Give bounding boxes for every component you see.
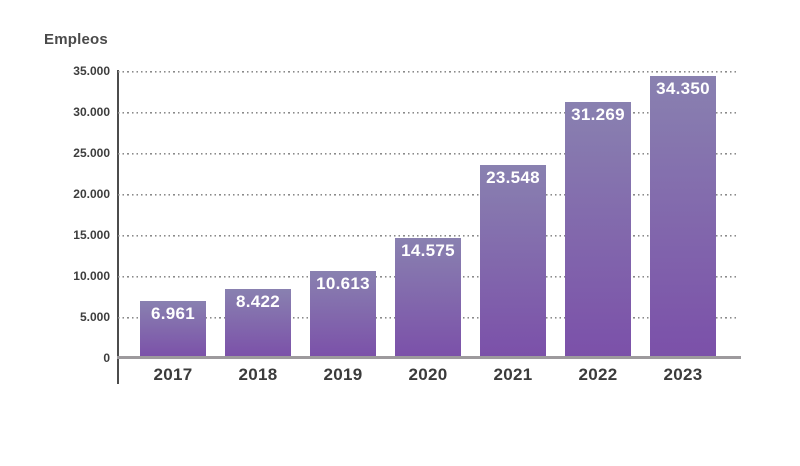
bar-value-label: 31.269 — [571, 105, 625, 124]
y-axis-tick-label: 10.000 — [73, 269, 110, 283]
x-axis-category-label: 2023 — [663, 365, 703, 384]
gridline — [118, 112, 738, 114]
bar-2021: 23.548 — [480, 165, 546, 358]
bar-2018: 8.422 — [225, 289, 291, 358]
y-axis-tick-label: 15.000 — [73, 228, 110, 242]
x-axis-category-label: 2021 — [493, 365, 533, 384]
y-axis-tick-label: 30.000 — [73, 105, 110, 119]
bar-value-label: 10.613 — [316, 274, 370, 293]
gridline — [118, 235, 738, 237]
bar-2019: 10.613 — [310, 271, 376, 358]
bar-value-label: 8.422 — [235, 292, 281, 311]
bar-2022: 31.269 — [565, 102, 631, 358]
bar-value-label: 6.961 — [150, 304, 196, 323]
gridline — [118, 71, 738, 73]
y-axis-tick-label: 35.000 — [73, 64, 110, 78]
bar-2023: 34.350 — [650, 76, 716, 358]
y-axis-tick-label: 5.000 — [79, 310, 110, 324]
bar-value-label: 34.350 — [656, 79, 710, 98]
bar-value-label: 14.575 — [401, 241, 455, 260]
bar-2017: 6.961 — [140, 301, 206, 358]
x-axis-category-label: 2020 — [408, 365, 448, 384]
bar-value-label: 23.548 — [486, 168, 540, 187]
x-axis-category-label: 2022 — [578, 365, 618, 384]
gridline — [118, 153, 738, 155]
gridline — [118, 194, 738, 196]
plot-area: 6.961 8.422 10.613 14.575 23.548 31.269 34.350 — [118, 71, 740, 358]
x-axis-category-label: 2019 — [323, 365, 363, 384]
y-axis-line — [117, 70, 119, 384]
x-axis-category-label: 2017 — [153, 365, 193, 384]
y-axis-tick-label: 20.000 — [73, 187, 110, 201]
y-axis-tick-label: 25.000 — [73, 146, 110, 160]
x-axis-baseline — [117, 356, 741, 359]
x-axis-category-label: 2018 — [238, 365, 278, 384]
y-axis-tick-label: 0 — [103, 351, 110, 365]
bar-2020: 14.575 — [395, 238, 461, 358]
chart-title: Empleos — [44, 31, 108, 48]
